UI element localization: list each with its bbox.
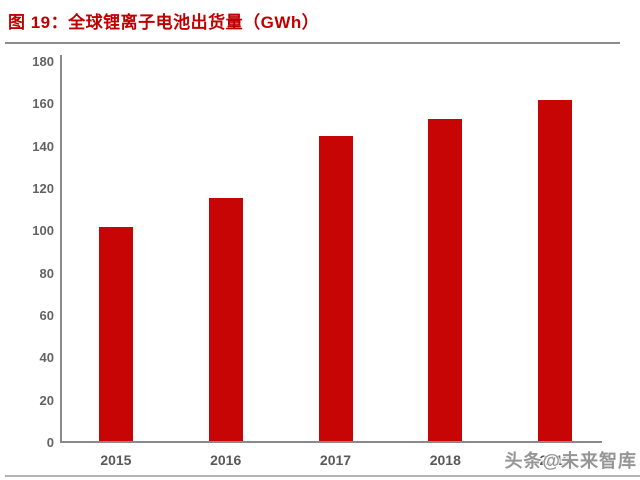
y-tick-label: 40 bbox=[39, 350, 54, 366]
x-tick-label: 2017 bbox=[319, 452, 352, 468]
y-tick-label: 180 bbox=[32, 54, 54, 69]
x-tick-label: 2019 bbox=[539, 452, 571, 468]
x-tick-label: 2015 bbox=[100, 452, 132, 468]
bar-2017 bbox=[318, 136, 353, 441]
y-tick-label: 140 bbox=[32, 138, 54, 154]
y-tick-label: 120 bbox=[32, 181, 54, 196]
y-axis-line bbox=[60, 55, 62, 443]
y-tick-label: 80 bbox=[39, 265, 54, 281]
x-axis-line bbox=[60, 441, 602, 443]
bar-2019 bbox=[538, 100, 573, 441]
x-tick-label: 2018 bbox=[429, 452, 461, 468]
figure-title: 图 19：全球锂离子电池出货量（GWh） bbox=[8, 13, 320, 32]
bar-2016 bbox=[208, 198, 243, 441]
y-tick-label: 0 bbox=[46, 435, 54, 450]
bottom-divider bbox=[5, 475, 640, 477]
watermark: 头条@未来智库 bbox=[504, 451, 637, 471]
x-tick-label: 2016 bbox=[210, 452, 242, 468]
title-divider bbox=[5, 42, 620, 44]
bar-2015 bbox=[98, 227, 133, 441]
y-tick-label: 20 bbox=[39, 392, 54, 408]
bar-2018 bbox=[428, 119, 463, 441]
y-tick-label: 100 bbox=[32, 223, 54, 239]
y-tick-label: 160 bbox=[32, 96, 54, 112]
y-tick-label: 60 bbox=[39, 308, 54, 323]
